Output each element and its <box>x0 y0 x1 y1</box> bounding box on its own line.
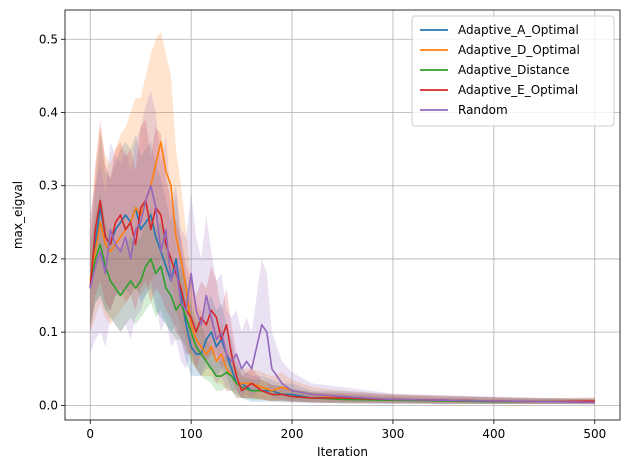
x-tick-label-1: 100 <box>180 427 203 441</box>
series-line-adaptive-a-optimal <box>89 206 595 403</box>
series-line-random <box>89 184 595 404</box>
legend-label-1: Adaptive_D_Optimal <box>458 43 580 57</box>
x-tick-label-3: 300 <box>382 427 405 441</box>
legend-label-4: Random <box>458 103 508 117</box>
y-axis-ticks: 0.0 0.1 0.2 0.3 0.4 0.5 <box>39 32 65 412</box>
y-tick-label-4: 0.4 <box>39 106 58 120</box>
legend-box <box>411 15 615 127</box>
band-random <box>90 90 595 405</box>
y-tick-label-0: 0.0 <box>39 398 58 412</box>
y-tick-label-3: 0.3 <box>39 179 58 193</box>
x-axis-ticks: 0 100 200 300 400 500 <box>86 420 606 441</box>
series-line-adaptive-e-optimal <box>89 199 595 403</box>
x-tick-label-0: 0 <box>86 427 94 441</box>
x-tick-label-2: 200 <box>281 427 304 441</box>
legend: Adaptive_A_Optimal Adaptive_D_Optimal Adap… <box>411 15 615 127</box>
band-adaptive-e-optimal <box>90 119 595 404</box>
x-axis-label: Iteration <box>317 445 368 459</box>
legend-label-0: Adaptive_A_Optimal <box>458 23 579 37</box>
legend-label-2: Adaptive_Distance <box>458 63 570 77</box>
plot-frame <box>64 9 621 421</box>
y-tick-label-2: 0.2 <box>39 252 58 266</box>
y-axis-label: max_eigval <box>11 181 25 249</box>
series-lines <box>89 141 595 404</box>
y-tick-label-5: 0.5 <box>39 32 58 46</box>
legend-label-3: Adaptive_E_Optimal <box>458 83 578 97</box>
x-tick-label-4: 400 <box>482 427 505 441</box>
x-tick-label-5: 500 <box>583 427 606 441</box>
y-tick-label-1: 0.1 <box>39 325 58 339</box>
